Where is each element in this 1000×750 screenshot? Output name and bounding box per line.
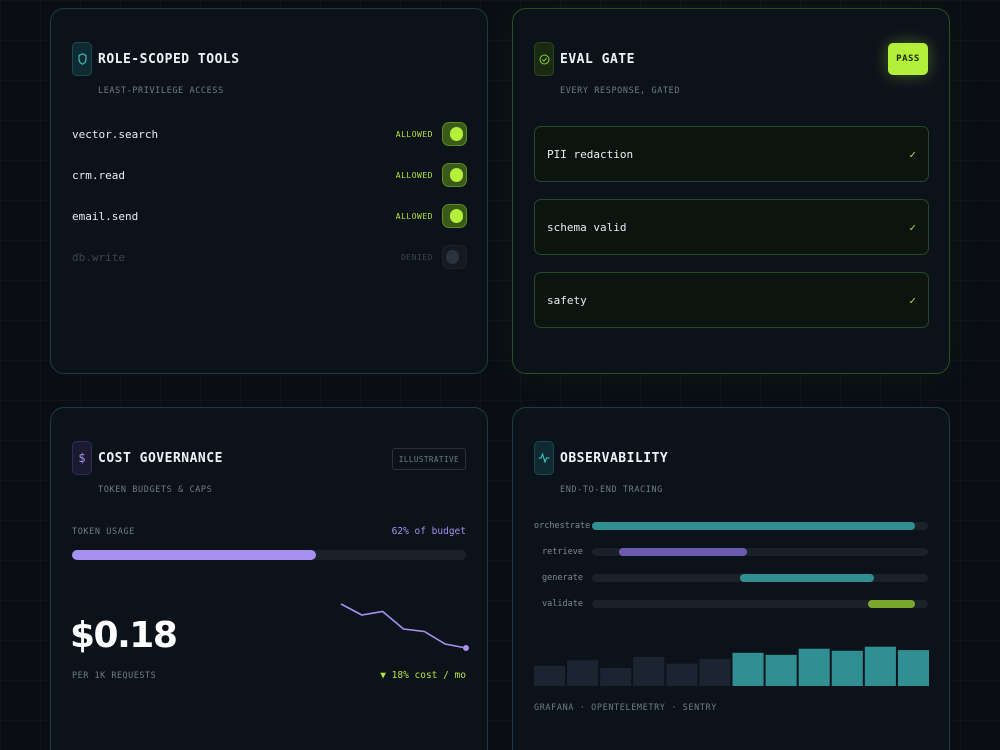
- span-track: [592, 548, 928, 556]
- span-label: retrieve: [534, 546, 583, 558]
- trace-span-retrieve: retrieve: [534, 546, 929, 558]
- tool-row-email-send: email.send ALLOWED: [72, 203, 467, 229]
- histogram-bar: [633, 657, 664, 686]
- histogram-bar: [865, 647, 896, 686]
- obs-card-title: OBSERVABILITY: [560, 451, 668, 466]
- span-label: validate: [534, 598, 583, 610]
- histogram-bar: [898, 650, 929, 686]
- span-bar: [740, 574, 874, 582]
- token-usage-label: TOKEN USAGE: [72, 527, 135, 537]
- histogram-bar: [766, 655, 797, 686]
- checkmark-icon: ✓: [909, 148, 916, 161]
- cost-unit-label: PER 1K REQUESTS: [72, 671, 156, 681]
- tool-status: DENIED: [401, 253, 433, 262]
- dollar-icon: $: [72, 441, 92, 475]
- tool-toggle-db-write[interactable]: [442, 245, 467, 269]
- cost-sparkline: [336, 600, 471, 652]
- tool-name: crm.read: [72, 169, 396, 182]
- histogram-bar: [832, 651, 863, 686]
- token-usage-bar: [72, 550, 466, 560]
- token-usage-fill: [72, 550, 316, 560]
- tools-card-subtitle: LEAST-PRIVILEGE ACCESS: [98, 86, 224, 96]
- cost-card-header: $ COST GOVERNANCE: [72, 441, 223, 475]
- obs-footer: GRAFANA · OPENTELEMETRY · SENTRY: [534, 703, 717, 713]
- cost-governance-card: $ COST GOVERNANCE TOKEN BUDGETS & CAPS I…: [50, 407, 488, 750]
- eval-check-safety: safety ✓: [534, 272, 929, 328]
- histogram-bar: [799, 649, 830, 686]
- illustrative-badge: ILLUSTRATIVE: [392, 448, 466, 470]
- tool-name: email.send: [72, 210, 396, 223]
- tool-row-db-write: db.write DENIED: [72, 244, 467, 270]
- span-bar: [592, 522, 915, 530]
- trace-span-orchestrate: orchestrate: [534, 520, 929, 532]
- span-bar: [868, 600, 915, 608]
- eval-check-pii-redaction: PII redaction ✓: [534, 126, 929, 182]
- span-label: orchestrate: [534, 520, 583, 532]
- eval-card-header: EVAL GATE: [534, 42, 635, 76]
- span-track: [592, 574, 928, 582]
- cost-amount: $0.18: [70, 615, 176, 656]
- span-track: [592, 522, 928, 530]
- trace-span-validate: validate: [534, 598, 929, 610]
- toggle-knob: [446, 250, 459, 264]
- tools-card-title: ROLE-SCOPED TOOLS: [98, 52, 240, 67]
- span-track: [592, 600, 928, 608]
- eval-card-title: EVAL GATE: [560, 52, 635, 67]
- tool-toggle-crm-read[interactable]: [442, 163, 467, 187]
- histogram-bar: [534, 666, 565, 686]
- pulse-icon: [534, 441, 554, 475]
- observability-card: OBSERVABILITY END-TO-END TRACING orchest…: [512, 407, 950, 750]
- obs-card-header: OBSERVABILITY: [534, 441, 668, 475]
- tool-name: db.write: [72, 251, 401, 264]
- check-label: safety: [547, 294, 909, 307]
- eval-gate-card: EVAL GATE EVERY RESPONSE, GATED PASS PII…: [512, 8, 950, 374]
- histogram-bar: [666, 664, 697, 686]
- histogram-bar: [567, 660, 598, 686]
- tool-row-vector-search: vector.search ALLOWED: [72, 121, 467, 147]
- tools-card-header: ROLE-SCOPED TOOLS: [72, 42, 240, 76]
- token-usage-percent: 62% of budget: [392, 526, 466, 537]
- tool-status: ALLOWED: [396, 171, 433, 180]
- pass-badge: PASS: [888, 43, 928, 75]
- shield-icon: [72, 42, 92, 76]
- span-label: generate: [534, 572, 583, 584]
- trace-span-generate: generate: [534, 572, 929, 584]
- toggle-knob: [450, 127, 463, 141]
- check-label: schema valid: [547, 221, 909, 234]
- toggle-knob: [450, 209, 463, 223]
- tool-toggle-vector-search[interactable]: [442, 122, 467, 146]
- eval-card-subtitle: EVERY RESPONSE, GATED: [560, 86, 680, 96]
- tool-row-crm-read: crm.read ALLOWED: [72, 162, 467, 188]
- sparkline-end-dot: [463, 645, 469, 651]
- obs-card-subtitle: END-TO-END TRACING: [560, 485, 663, 495]
- latency-histogram: [534, 646, 929, 686]
- histogram-bar: [600, 668, 631, 686]
- checkmark-icon: ✓: [909, 221, 916, 234]
- histogram-bar: [733, 653, 764, 686]
- check-circle-icon: [534, 42, 554, 76]
- cost-card-subtitle: TOKEN BUDGETS & CAPS: [98, 485, 212, 495]
- histogram-bar: [699, 659, 730, 686]
- eval-check-schema-valid: schema valid ✓: [534, 199, 929, 255]
- tool-name: vector.search: [72, 128, 396, 141]
- tool-status: ALLOWED: [396, 212, 433, 221]
- sparkline-line: [341, 604, 466, 648]
- cost-trend: ▼ 18% cost / mo: [380, 670, 466, 681]
- span-bar: [619, 548, 747, 556]
- cost-card-title: COST GOVERNANCE: [98, 451, 223, 466]
- role-scoped-tools-card: ROLE-SCOPED TOOLS LEAST-PRIVILEGE ACCESS…: [50, 8, 488, 374]
- tool-toggle-email-send[interactable]: [442, 204, 467, 228]
- check-label: PII redaction: [547, 148, 909, 161]
- checkmark-icon: ✓: [909, 294, 916, 307]
- toggle-knob: [450, 168, 463, 182]
- tool-status: ALLOWED: [396, 130, 433, 139]
